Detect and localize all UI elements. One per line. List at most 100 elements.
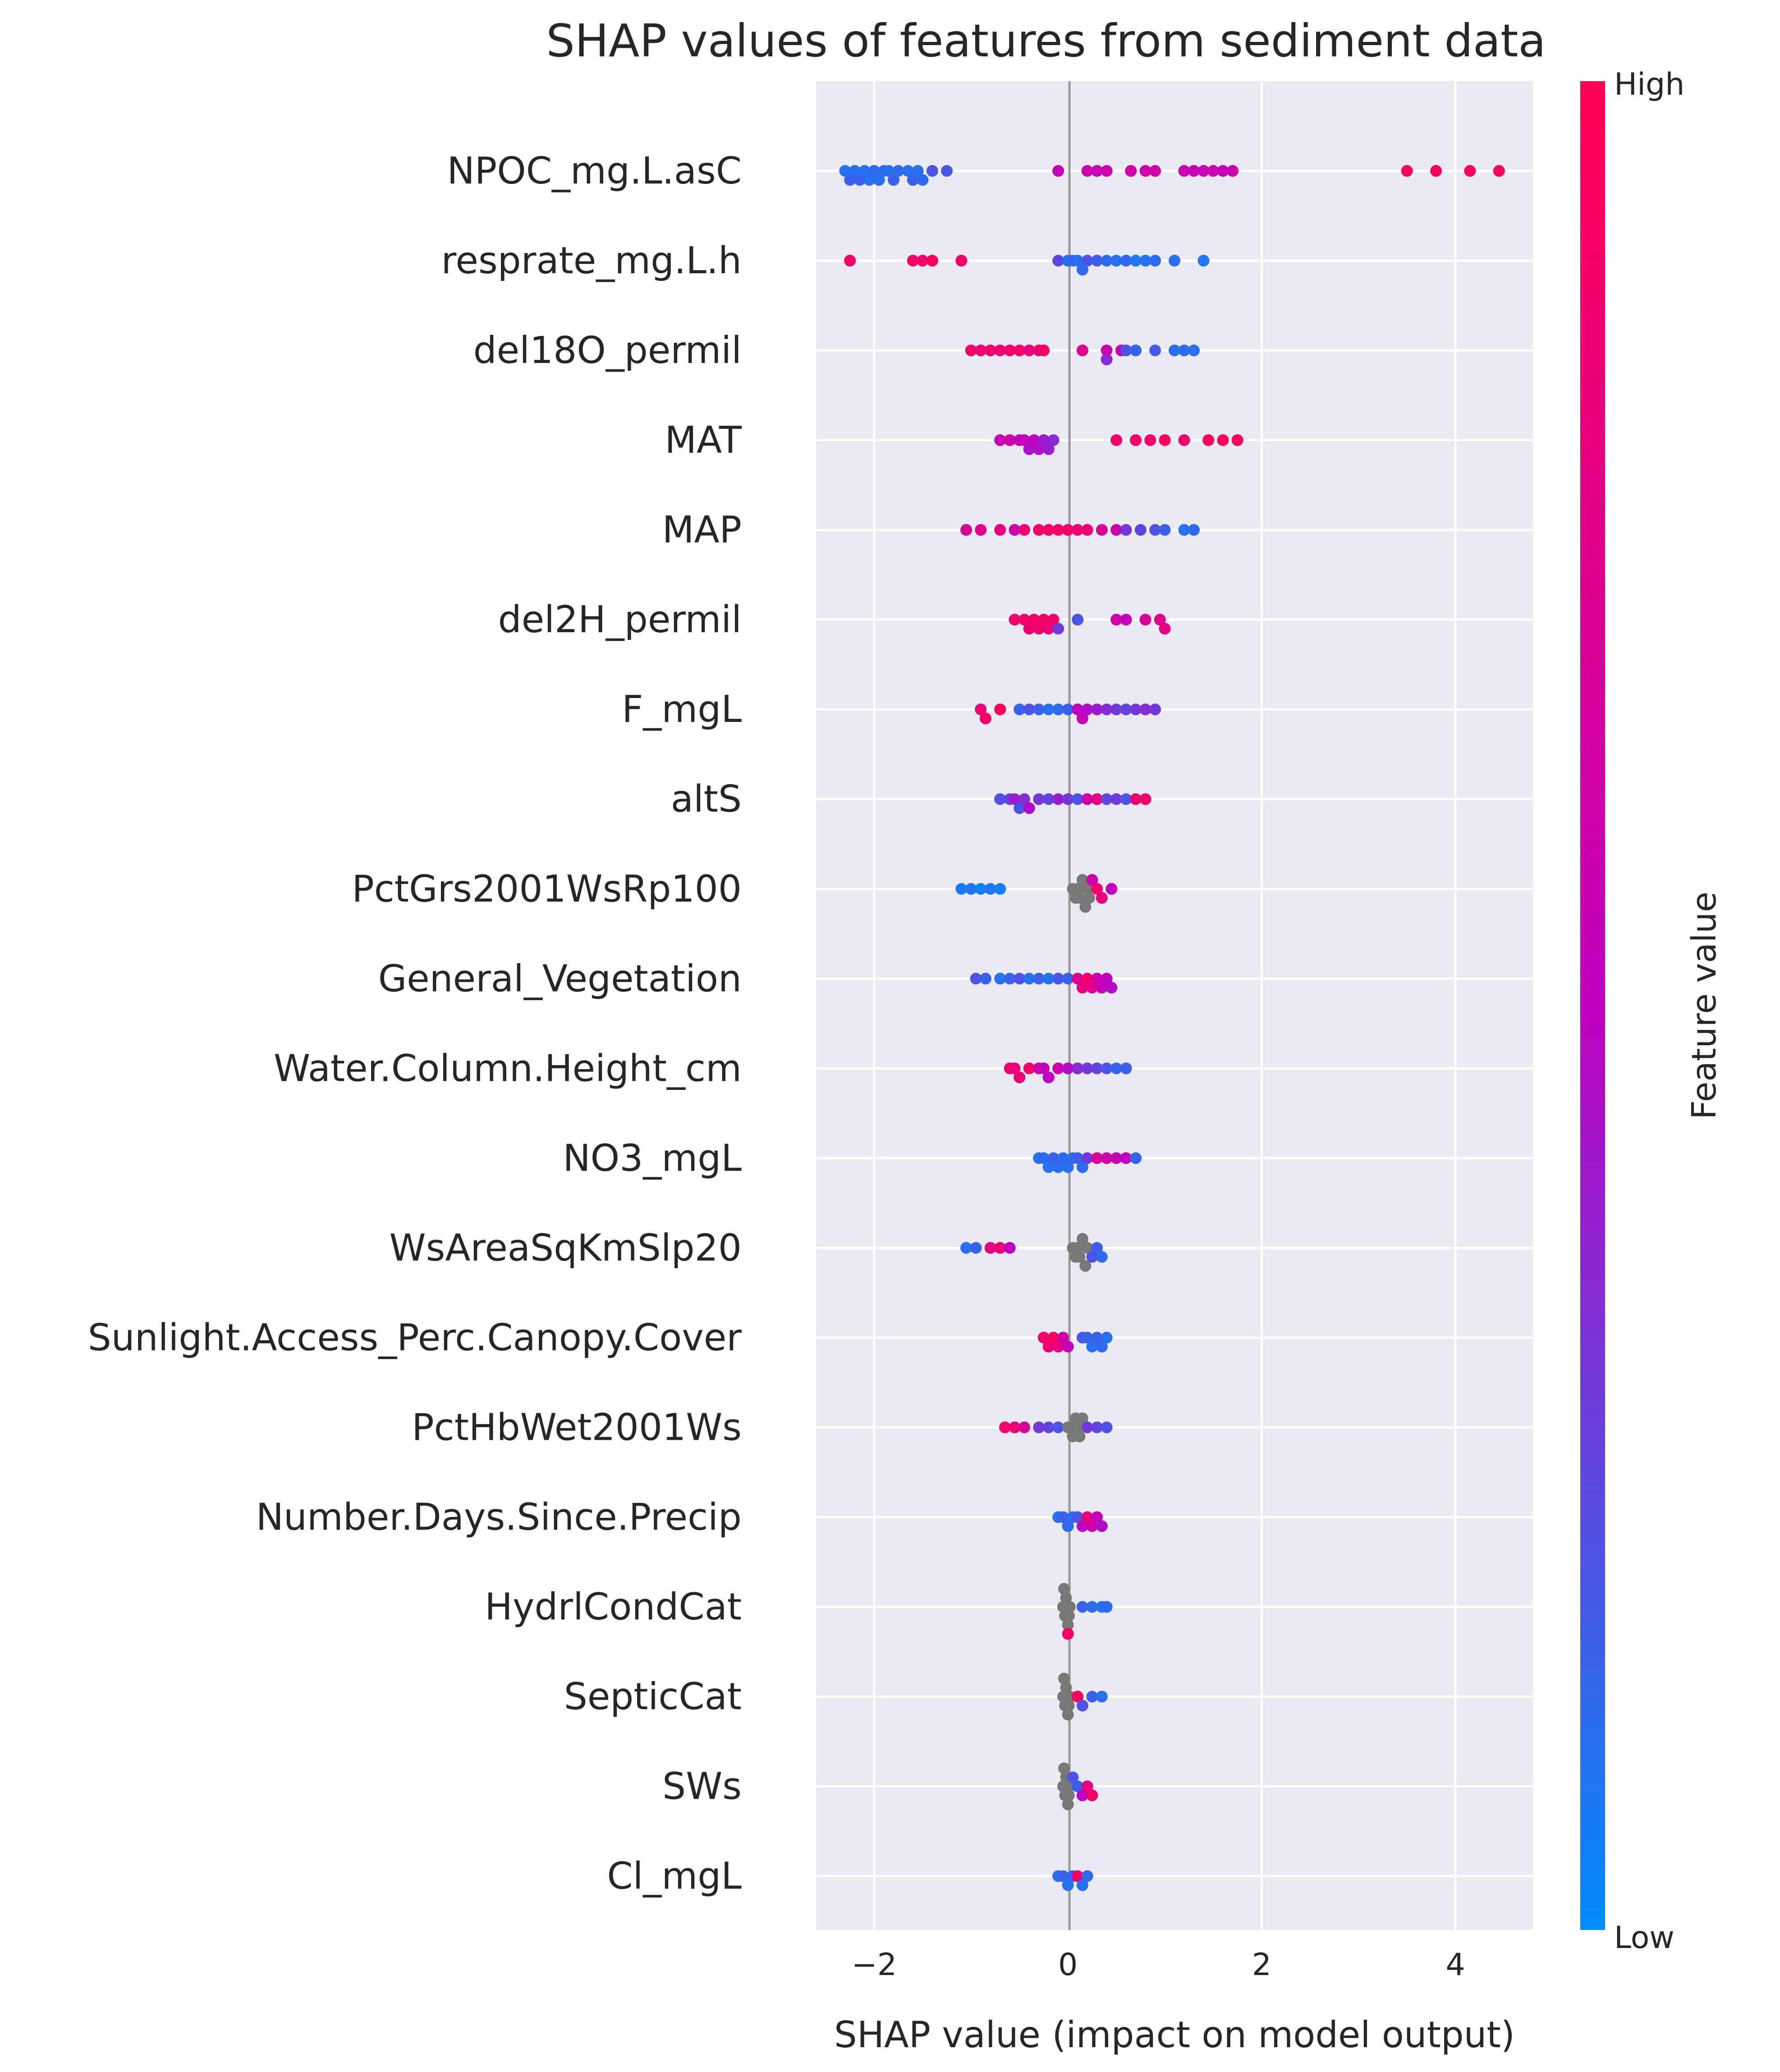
shap-point	[1081, 1062, 1093, 1075]
shap-point	[994, 973, 1006, 985]
shap-point	[1037, 1152, 1050, 1164]
shap-point	[1091, 1062, 1103, 1075]
shap-point	[1042, 973, 1055, 985]
shap-point	[1096, 524, 1108, 536]
shap-point	[1096, 1520, 1108, 1532]
shap-point	[1144, 434, 1156, 446]
shap-point	[1023, 703, 1035, 716]
feature-label: HydrlCondCat	[485, 1585, 742, 1628]
shap-point	[1149, 524, 1161, 536]
shap-point	[1120, 345, 1132, 357]
shap-point	[1130, 434, 1142, 446]
shap-point	[1072, 1152, 1084, 1164]
shap-point	[1014, 345, 1026, 357]
shap-point	[1159, 623, 1171, 635]
shap-point	[1086, 1601, 1098, 1613]
shap-point	[1052, 623, 1064, 635]
shap-point	[1081, 1421, 1093, 1433]
shap-point	[1076, 264, 1088, 276]
shap-point	[1023, 802, 1035, 814]
shap-point	[1081, 1870, 1093, 1882]
feature-label: General_Vegetation	[378, 957, 742, 1000]
shap-point	[917, 174, 929, 186]
shap-point	[1009, 1421, 1021, 1433]
shap-point	[994, 793, 1006, 805]
feature-label: F_mgL	[622, 688, 742, 731]
shap-point	[1058, 1672, 1070, 1685]
shap-point	[1067, 1771, 1079, 1783]
shap-point	[1074, 1251, 1086, 1263]
shap-point	[1197, 165, 1210, 177]
shap-point	[1062, 703, 1074, 716]
shap-point	[1106, 883, 1118, 895]
x-tick-label: 4	[1445, 1947, 1465, 1983]
data-points	[839, 165, 1505, 1891]
shap-point	[1101, 973, 1113, 985]
shap-point	[1188, 165, 1200, 177]
shap-point	[1120, 1152, 1132, 1164]
shap-point	[1072, 1511, 1084, 1523]
shap-point	[1037, 614, 1050, 626]
shap-point	[1060, 1681, 1072, 1694]
shap-point	[1062, 524, 1074, 536]
shap-point	[1074, 1430, 1086, 1443]
feature-label: PctHbWet2001Ws	[412, 1406, 742, 1449]
shap-point	[1076, 1879, 1088, 1891]
shap-point	[1081, 165, 1093, 177]
shap-point	[1091, 793, 1103, 805]
shap-point	[1076, 982, 1088, 994]
shap-point	[1004, 973, 1016, 985]
shap-point	[1076, 1161, 1088, 1173]
shap-point	[1018, 793, 1030, 805]
shap-point	[1081, 1780, 1093, 1792]
shap-point	[1120, 255, 1132, 267]
shap-point	[1028, 614, 1040, 626]
chart-title: SHAP values of features from sediment da…	[546, 14, 1546, 67]
shap-point	[1159, 434, 1171, 446]
shap-point	[1009, 614, 1021, 626]
shap-point	[1076, 712, 1088, 725]
shap-point	[1493, 165, 1505, 177]
shap-point	[1217, 165, 1229, 177]
shap-point	[1139, 614, 1151, 626]
shap-point	[1091, 1152, 1103, 1164]
shap-point	[1188, 524, 1200, 536]
shap-point	[858, 165, 871, 177]
shap-point	[1101, 1062, 1113, 1075]
shap-point	[1063, 1610, 1075, 1622]
shap-point	[1130, 793, 1142, 805]
shap-point	[1081, 1242, 1093, 1254]
shap-point	[892, 165, 904, 177]
x-axis-label: SHAP value (impact on model output)	[834, 2014, 1515, 2056]
shap-point	[844, 174, 856, 186]
shap-point	[1110, 793, 1123, 805]
shap-point	[1062, 1062, 1074, 1075]
shap-point	[1072, 1691, 1084, 1703]
shap-point	[1037, 1332, 1050, 1344]
shap-point	[1072, 973, 1084, 985]
shap-point	[975, 345, 987, 357]
plot-area	[816, 81, 1533, 1930]
shap-point	[1014, 703, 1026, 716]
shap-point	[1101, 703, 1113, 716]
shap-point	[1091, 883, 1103, 895]
shap-point	[912, 165, 924, 177]
feature-label: resprate_mg.L.h	[441, 239, 742, 282]
shap-point	[1042, 1421, 1055, 1433]
shap-point	[1159, 524, 1171, 536]
shap-point	[1091, 165, 1103, 177]
shap-point	[1023, 623, 1035, 635]
shap-point	[1101, 1152, 1113, 1164]
shap-point	[941, 165, 953, 177]
shap-point	[1096, 1691, 1108, 1703]
shap-point	[907, 174, 919, 186]
shap-point	[1072, 255, 1084, 267]
shap-point	[1086, 982, 1098, 994]
feature-label: del2H_permil	[498, 598, 742, 641]
shap-point	[1091, 1421, 1103, 1433]
shap-point	[1096, 1341, 1108, 1353]
shap-point	[970, 973, 982, 985]
shap-point	[1062, 1619, 1074, 1631]
shap-point	[1130, 703, 1142, 716]
shap-point	[1064, 1601, 1076, 1613]
